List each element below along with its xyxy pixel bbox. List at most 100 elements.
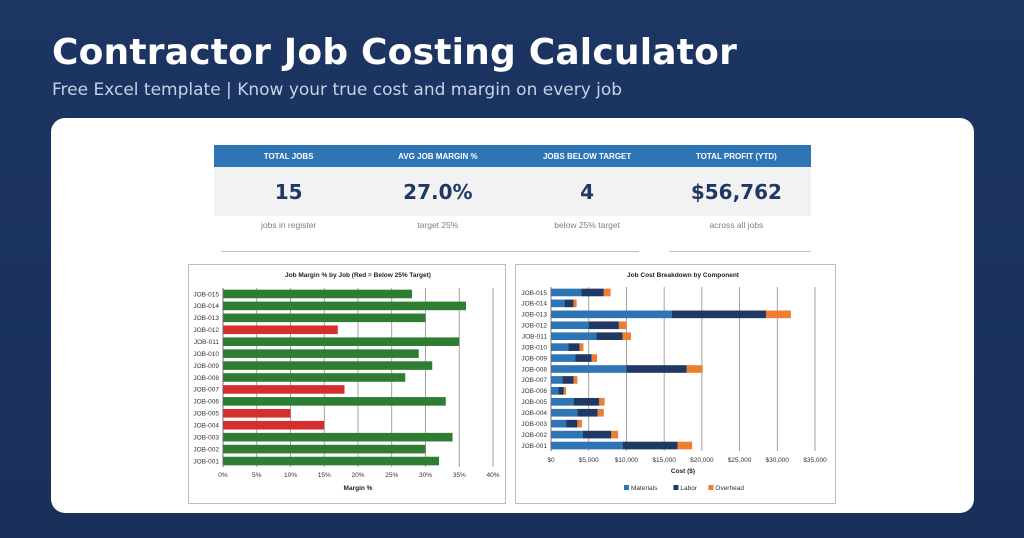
x-tick-label: 25%	[385, 472, 398, 479]
y-tick-label: JOB-003	[193, 434, 219, 441]
y-tick-label: JOB-015	[521, 290, 547, 297]
x-tick-label: 15%	[318, 472, 331, 479]
y-tick-label: JOB-004	[521, 410, 547, 417]
bar-segment-labor	[573, 397, 600, 406]
chart-title: Job Margin % by Job (Red = Below 25% Tar…	[285, 272, 431, 279]
bar-segment-labor	[575, 354, 592, 362]
divider-left	[221, 251, 639, 252]
y-tick-label: JOB-003	[521, 421, 547, 428]
bar-segment-labor	[577, 408, 598, 417]
y-tick-label: JOB-001	[193, 458, 219, 465]
bar-segment-materials	[551, 310, 672, 319]
x-tick-label: 10%	[284, 472, 297, 479]
bar	[223, 456, 439, 466]
x-tick-label: 20%	[351, 472, 364, 479]
x-tick-label: $0	[547, 457, 555, 464]
x-tick-label: 35%	[453, 472, 466, 479]
x-tick-label: 30%	[419, 472, 432, 479]
bar	[223, 337, 460, 346]
bar	[223, 373, 406, 382]
bar-segment-overhead	[573, 299, 577, 308]
y-tick-label: JOB-001	[521, 443, 547, 450]
bar-segment-overhead	[597, 408, 604, 417]
y-tick-label: JOB-013	[521, 312, 547, 319]
kpi-note-total-profit: across all jobs	[709, 220, 764, 230]
y-tick-label: JOB-002	[193, 446, 219, 453]
bar-segment-overhead	[563, 387, 567, 395]
cost-chart-svg: Job Cost Breakdown by Component $0 $5,000 $…	[521, 272, 827, 492]
bar	[223, 301, 466, 311]
bar	[223, 397, 446, 406]
bar-segment-labor	[596, 332, 623, 341]
bar-segment-labor	[671, 310, 766, 319]
bar-segment-materials	[551, 419, 567, 428]
bar-segment-overhead	[622, 332, 631, 341]
bar-segment-labor	[582, 430, 612, 439]
y-tick-label: JOB-002	[521, 432, 547, 439]
y-tick-label: JOB-012	[521, 323, 547, 330]
y-tick-label: JOB-007	[193, 387, 219, 394]
x-tick-label: $25,000	[728, 457, 752, 464]
x-tick-label: 40%	[486, 472, 499, 479]
bar-segment-materials	[551, 288, 582, 297]
x-tick-label: 0%	[218, 472, 228, 479]
kpi-header-row: TOTAL JOBS AVG JOB MARGIN % JOBS BELOW T…	[214, 145, 811, 167]
bar	[223, 361, 433, 370]
legend-swatch	[708, 485, 714, 490]
kpi-label-avg-margin: AVG JOB MARGIN %	[398, 151, 478, 161]
bar	[223, 289, 412, 299]
bar	[223, 409, 291, 418]
cost-chart: Job Cost Breakdown by Component $0 $5,000 $…	[515, 264, 836, 504]
bar-segment-overhead	[591, 354, 598, 362]
x-tick-label: $30,000	[766, 457, 790, 464]
y-tick-label: JOB-010	[193, 351, 219, 358]
kpi-note-total-jobs: jobs in register	[260, 220, 317, 230]
x-tick-label: $20,000	[690, 457, 714, 464]
legend-swatch	[673, 485, 679, 490]
y-tick-label: JOB-015	[193, 291, 219, 298]
bar-segment-overhead	[765, 310, 791, 319]
y-tick-label: JOB-008	[193, 375, 219, 382]
x-tick-label: $10,000	[615, 457, 639, 464]
legend-swatch	[624, 485, 629, 490]
bar-segment-overhead	[579, 343, 584, 351]
y-tick-label: JOB-005	[521, 399, 547, 406]
bar-segment-overhead	[618, 321, 627, 330]
bar-segment-materials	[551, 321, 589, 330]
bar-segment-materials	[551, 441, 623, 450]
bar-segment-materials	[551, 387, 559, 395]
kpi-notes-row: jobs in register target 25% below 25% ta…	[214, 220, 811, 230]
bar-segment-overhead	[573, 376, 578, 384]
y-tick-label: JOB-007	[521, 377, 547, 384]
bar	[223, 444, 426, 454]
kpi-panel: TOTAL JOBS AVG JOB MARGIN % JOBS BELOW T…	[214, 145, 811, 216]
kpi-note-avg-margin: target 25%	[417, 220, 459, 230]
bar	[223, 385, 345, 394]
bar-segment-overhead	[603, 288, 611, 297]
kpi-value-avg-margin: 27.0%	[403, 179, 473, 204]
y-tick-label: JOB-009	[193, 363, 219, 370]
y-tick-label: JOB-005	[193, 411, 219, 418]
y-tick-label: JOB-009	[521, 355, 547, 362]
chart-title: Job Cost Breakdown by Component	[627, 272, 740, 279]
kpi-value-row: 15 27.0% 4 $56,762	[214, 167, 811, 216]
bar-segment-materials	[551, 354, 576, 362]
y-tick-label: JOB-006	[521, 388, 547, 395]
bar-segment-materials	[551, 299, 565, 308]
bar-segment-materials	[551, 332, 597, 341]
margin-chart: Job Margin % by Job (Red = Below 25% Tar…	[188, 264, 506, 504]
bar-segment-overhead	[611, 430, 619, 439]
bar-segment-materials	[551, 408, 578, 417]
bar-segment-labor	[626, 365, 687, 373]
legend-label: Materials	[631, 485, 658, 492]
bar	[223, 325, 338, 335]
legend-label: Labor	[680, 485, 697, 492]
x-tick-label: 5%	[252, 472, 262, 479]
margin-chart-svg: Job Margin % by Job (Red = Below 25% Tar…	[193, 272, 499, 492]
kpi-note-jobs-below: below 25% target	[554, 220, 620, 230]
bar-segment-labor	[568, 343, 580, 351]
x-tick-label: $35,000	[803, 457, 827, 464]
legend-label: Overhead	[715, 485, 744, 492]
y-tick-label: JOB-004	[193, 423, 219, 430]
y-tick-label: JOB-014	[193, 303, 219, 310]
